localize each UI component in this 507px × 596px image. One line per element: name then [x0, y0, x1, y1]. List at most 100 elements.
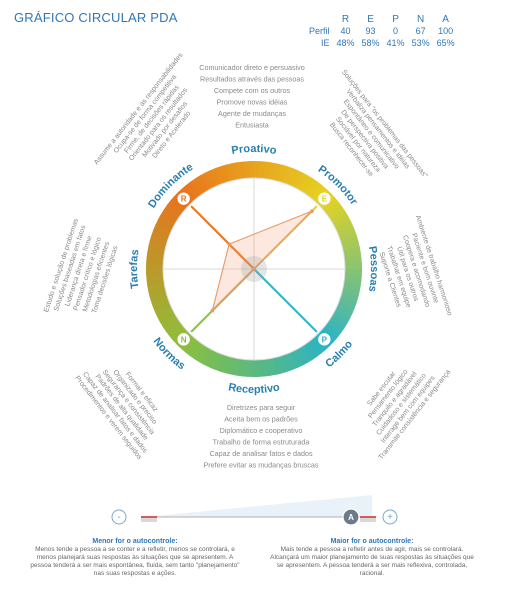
ring-segment	[334, 306, 353, 320]
table-cell: 41%	[386, 38, 405, 48]
word-item: Compete com os outros	[214, 86, 291, 95]
radar-point-p	[252, 267, 256, 271]
badge-letter-e: E	[322, 195, 328, 204]
word-item: Prefere evitar as mudanças bruscas	[203, 461, 318, 470]
ring-segment	[147, 245, 166, 255]
ring-segment	[146, 272, 164, 281]
profile-table: R E P N A Perfil 40 93 0 67 100 IE 48% 5…	[309, 13, 455, 49]
ring-segment	[338, 297, 357, 309]
ring-segment	[181, 184, 198, 202]
label-receptivo: Receptivo	[227, 381, 281, 396]
table-cell: 0	[393, 26, 399, 36]
ring-segment	[163, 204, 181, 220]
ring-segment	[321, 196, 339, 213]
slider-knob-letter: A	[348, 513, 354, 522]
ring-segment	[285, 352, 298, 371]
radar-point-e	[310, 209, 314, 213]
badge-r	[175, 190, 192, 207]
label-text-proativo: Proativo	[231, 143, 278, 157]
autocontrol-minus-button-label: -	[117, 512, 120, 523]
ring-segment	[200, 172, 214, 191]
ring-segment	[189, 342, 205, 360]
ring-segment	[335, 219, 354, 233]
ring-segment	[195, 174, 210, 193]
table-header: P	[392, 13, 399, 25]
ring-segment	[230, 357, 240, 376]
ring-segment	[219, 355, 231, 374]
ring-segment	[159, 313, 178, 328]
ring-segment	[194, 344, 209, 363]
label-text-receptivo: Receptivo	[227, 381, 281, 396]
label-pessoas: Pessoas	[366, 245, 380, 292]
ring-segment	[165, 321, 184, 337]
badge-letter-r: R	[181, 195, 187, 204]
word-item: Entusiasta	[235, 121, 269, 130]
word-item: Capaz de analisar fatos e dados	[209, 449, 312, 458]
ring-segment	[324, 201, 343, 217]
ring-segment	[224, 356, 236, 375]
ring-segment	[220, 164, 232, 183]
word-item: Agente de mudanças	[218, 109, 286, 118]
ring-segment	[152, 300, 171, 313]
row-label: Perfil	[309, 26, 330, 36]
ring-segment	[272, 163, 284, 182]
spider-axis-dominante	[190, 205, 256, 271]
page-title: GRÁFICO CIRCULAR PDA	[14, 10, 178, 25]
ring-segment	[307, 181, 323, 199]
ring-segment	[344, 257, 362, 266]
slider-right-block	[360, 516, 376, 522]
ring-segment	[155, 218, 174, 232]
word-item: Promove novas idéias	[217, 98, 288, 107]
row-label: IE	[321, 38, 330, 48]
ring-segment	[344, 263, 362, 271]
footer-right-heading: Maior for o autocontrole:	[330, 538, 414, 545]
ring-segment	[282, 166, 294, 185]
ring-segment	[153, 224, 172, 237]
footer-right: Maior for o autocontrole: Mais tende a p…	[267, 538, 477, 578]
ring-segment	[299, 175, 314, 194]
table-row: IE 48% 58% 41% 53% 65%	[309, 37, 455, 49]
autocontrol-plus-button-label: +	[387, 512, 393, 523]
ring-segment	[324, 322, 342, 338]
ring-segment	[157, 309, 176, 323]
ring-segment	[252, 359, 260, 377]
ring-segment	[268, 162, 278, 181]
ring-segment	[204, 169, 218, 188]
table-cell: 100	[438, 26, 454, 36]
word-group-upper-right: Soluções para "os problemas das pessoas"…	[328, 69, 429, 180]
badge-e	[316, 190, 333, 207]
autocontrol-slider: A - +	[111, 495, 398, 526]
word-group-top: Comunicador direto e persuasivo Resultado…	[199, 63, 304, 130]
ring-segment	[327, 205, 346, 221]
table-cell: 53%	[411, 38, 430, 48]
table-cell: 58%	[361, 38, 380, 48]
ring-segment	[290, 350, 304, 369]
ring-segment	[166, 200, 184, 216]
word-group-right: Ambiente de trabalho harmoniosoPaciente …	[377, 214, 453, 316]
autocontrol-minus-button[interactable]: -	[111, 509, 127, 525]
badge-letter-n: N	[181, 335, 187, 344]
ring-segment	[186, 180, 202, 199]
badge-p	[316, 331, 333, 348]
label-tarefas: Tarefas	[128, 249, 142, 290]
word-item: Resultados através das pessoas	[200, 75, 304, 84]
ring-segment	[341, 287, 360, 299]
ring-segment	[242, 161, 251, 179]
center-dot	[241, 256, 267, 282]
ring-segment	[302, 342, 318, 361]
table-cell: 93	[365, 26, 376, 36]
word-item: Aceita bem os padrões	[224, 415, 298, 424]
word-group-bottom: Diretrizes para seguir Aceita bem os padr…	[203, 403, 318, 470]
slider-knob	[342, 508, 360, 526]
ring-segment	[340, 235, 359, 247]
ring-segment	[215, 165, 227, 185]
badge-letter-p: P	[322, 335, 328, 344]
color-ring	[146, 161, 362, 377]
autocontrol-plus-button[interactable]: +	[382, 509, 398, 525]
slider-wedge	[145, 495, 372, 517]
ring-segment	[294, 347, 308, 366]
ring-segment	[199, 347, 213, 366]
